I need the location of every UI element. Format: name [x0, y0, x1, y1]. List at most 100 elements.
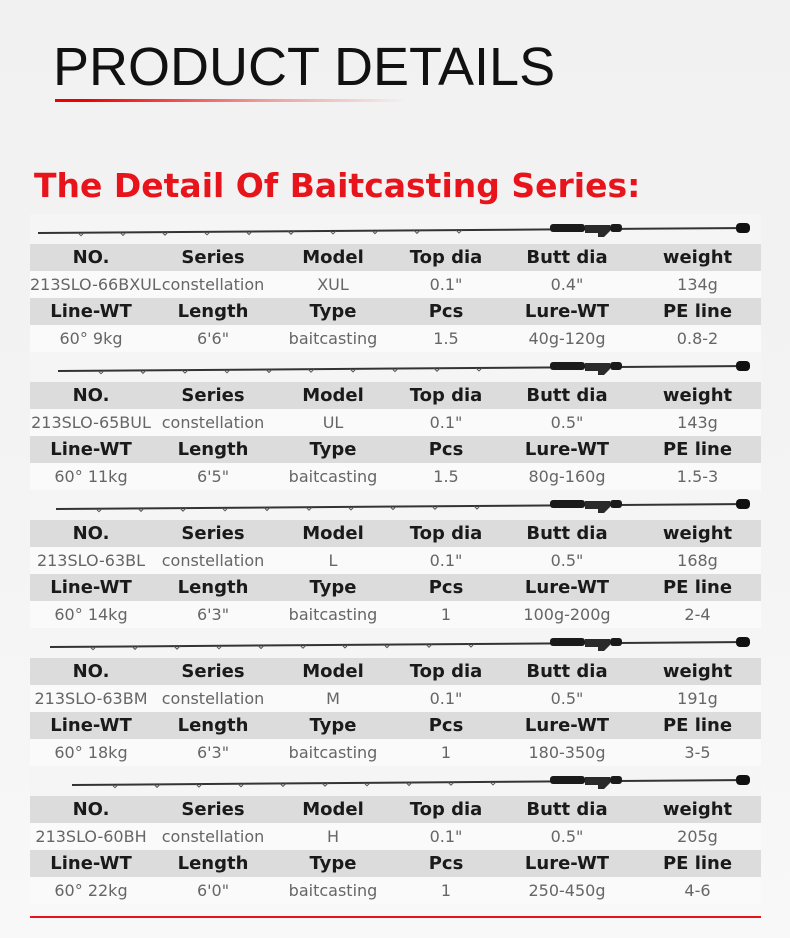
header-cell: Butt dia — [526, 523, 608, 544]
rod-guide — [161, 231, 169, 236]
header-cell: PE line — [662, 301, 733, 322]
value-cell: 191g — [677, 689, 718, 708]
rod-guide — [263, 507, 271, 512]
value-cell: 213SLO-66BXUL — [30, 275, 161, 294]
value-cell: 60° 18kg — [54, 743, 128, 762]
header-row: Line-WT Length Type Pcs Lure-WT PE line — [30, 712, 761, 739]
header-cell: Line-WT — [50, 853, 132, 874]
rod-guide — [237, 783, 245, 788]
reel-seat — [585, 501, 610, 513]
value-cell: 213SLO-65BUL — [31, 413, 151, 432]
header-cell: Top dia — [409, 661, 483, 682]
value-cell: 6'3" — [196, 605, 230, 624]
header-cell: NO. — [72, 799, 110, 820]
header-cell: weight — [662, 247, 733, 268]
header-cell: Line-WT — [50, 715, 132, 736]
rod-guide — [363, 782, 371, 787]
value-cell: 213SLO-60BH — [35, 827, 147, 846]
value-cell: 0.1" — [429, 275, 463, 294]
rod-guide — [287, 230, 295, 235]
value-cell: 60° 22kg — [54, 881, 128, 900]
butt-cap — [736, 223, 750, 233]
header-cell: weight — [662, 799, 733, 820]
header-cell: Lure-WT — [524, 301, 610, 322]
header-cell: Type — [309, 301, 357, 322]
header-cell: Pcs — [428, 439, 464, 460]
header-cell: Butt dia — [526, 661, 608, 682]
value-cell: 6'5" — [196, 467, 230, 486]
rod-guide — [203, 231, 211, 236]
header-row: Line-WT Length Type Pcs Lure-WT PE line — [30, 850, 761, 877]
rod-guide — [433, 367, 441, 372]
value-row: 213SLO-60BH constellation H 0.1" 0.5" 205g — [30, 823, 761, 850]
header-cell: NO. — [72, 523, 110, 544]
rod-image — [30, 766, 761, 796]
value-cell: 0.5" — [550, 551, 584, 570]
value-cell: baitcasting — [288, 605, 378, 624]
rod-guide — [489, 781, 497, 786]
rod-blank — [49, 641, 751, 648]
header-cell: Length — [177, 853, 249, 874]
header-cell: NO. — [72, 247, 110, 268]
value-cell: L — [328, 551, 338, 570]
rod-handle — [610, 776, 622, 784]
value-cell: 0.8-2 — [676, 329, 719, 348]
header-cell: Lure-WT — [524, 439, 610, 460]
header-row: NO. Series Model Top dia Butt dia weight — [30, 382, 761, 409]
butt-cap — [736, 637, 750, 647]
rod-image — [30, 628, 761, 658]
rod-guide — [383, 644, 391, 649]
header-cell: Line-WT — [50, 301, 132, 322]
header-cell: Top dia — [409, 247, 483, 268]
header-cell: Line-WT — [50, 439, 132, 460]
rod-handle — [550, 224, 585, 232]
header-row: NO. Series Model Top dia Butt dia weight — [30, 520, 761, 547]
section-title: The Detail Of Baitcasting Series: — [34, 166, 641, 205]
rod-guide — [425, 643, 433, 649]
rod-guide — [299, 644, 307, 649]
header-cell: Series — [181, 799, 245, 820]
header-cell: Type — [309, 853, 357, 874]
title-underline — [55, 99, 405, 102]
rod-guide — [89, 646, 97, 651]
header-cell: Series — [181, 385, 245, 406]
value-cell: 80g-160g — [528, 467, 606, 486]
rod-guide — [111, 784, 119, 789]
value-row: 60° 22kg 6'0" baitcasting 1 250-450g 4-6 — [30, 877, 761, 904]
reel-seat — [585, 639, 610, 651]
header-cell: Model — [302, 385, 364, 406]
value-cell: 205g — [677, 827, 718, 846]
rod-guide — [179, 507, 187, 512]
value-cell: 143g — [677, 413, 718, 432]
rod-handle — [550, 638, 585, 646]
rod-guide — [245, 231, 253, 236]
rod-guide — [389, 506, 397, 511]
rod-handle — [610, 638, 622, 646]
value-row: 213SLO-66BXUL constellation XUL 0.1" 0.4" 134… — [30, 271, 761, 298]
rod-handle — [550, 362, 585, 370]
rod-handle — [610, 224, 622, 232]
value-cell: UL — [322, 413, 344, 432]
value-cell: 4-6 — [684, 881, 711, 900]
value-cell: 0.1" — [429, 689, 463, 708]
header-cell: weight — [662, 385, 733, 406]
rod-guide — [371, 230, 379, 235]
value-row: 213SLO-63BM constellation M 0.1" 0.5" 191g — [30, 685, 761, 712]
header-cell: Line-WT — [50, 577, 132, 598]
rod-blank — [37, 227, 751, 234]
header-cell: Pcs — [428, 577, 464, 598]
rod-guide — [173, 645, 181, 650]
rod-guide — [195, 783, 203, 788]
rod-guide — [447, 781, 455, 786]
value-cell: 1 — [440, 743, 452, 762]
value-cell: 168g — [677, 551, 718, 570]
rod-guide — [349, 368, 357, 373]
value-cell: 6'3" — [196, 743, 230, 762]
value-cell: constellation — [161, 551, 265, 570]
value-cell: 213SLO-63BM — [34, 689, 148, 708]
rod-guide — [347, 506, 355, 511]
butt-cap — [736, 775, 750, 785]
value-cell: 213SLO-63BL — [36, 551, 146, 570]
rod-guide — [97, 370, 105, 375]
